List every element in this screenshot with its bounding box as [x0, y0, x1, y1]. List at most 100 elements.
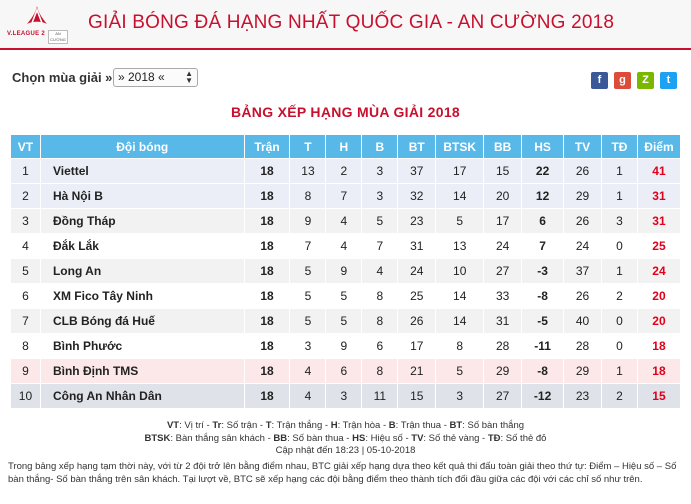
- cell-b: 3: [361, 158, 399, 184]
- table-header-row: VT Đội bóng Trận T H B BT BTSK BB HS TV TĐ Điểm: [10, 134, 682, 159]
- cell-tran: 18: [243, 383, 291, 409]
- legend-value: : Trận hòa: [337, 420, 381, 431]
- cell-btsk: 14: [435, 308, 485, 334]
- table-title: BẢNG XẾP HẠNG MÙA GIẢI 2018: [230, 104, 461, 120]
- twitter-icon: t: [666, 74, 671, 86]
- table-row[interactable]: 6 XM Fico Tây Ninh 18 5 5 8 25 14 33 -8 26 2 20: [10, 283, 682, 309]
- column-header: B: [361, 134, 399, 159]
- table-row[interactable]: 8 Bình Phước 18 3 9 6 17 8 28 -11 28 0 18: [10, 333, 682, 359]
- cell-tran: 18: [243, 358, 291, 384]
- cell-tran: 18: [243, 283, 291, 309]
- table-row[interactable]: 1 Viettel 18 13 2 3 37 17 15 22 26 1 41: [10, 158, 682, 184]
- cell-tran: 18: [243, 158, 291, 184]
- cell-tran: 18: [243, 183, 291, 209]
- column-header: Điểm: [636, 134, 682, 159]
- column-header: HS: [521, 134, 565, 159]
- cell-td: 0: [600, 333, 638, 359]
- cell-team: Long An: [39, 258, 245, 284]
- legend-value: : Trận thắng: [271, 420, 323, 431]
- table-row[interactable]: 9 Bình Định TMS 18 4 6 8 21 5 29 -8 29 1 18: [10, 358, 682, 384]
- table-row[interactable]: 2 Hà Nội B 18 8 7 3 32 14 20 12 29 1 31: [10, 183, 682, 209]
- legend-key: BT: [449, 420, 463, 431]
- cell-b: 8: [361, 358, 399, 384]
- cell-t: 4: [289, 383, 327, 409]
- zing-share-button[interactable]: Z: [637, 72, 654, 89]
- cell-td: 2: [600, 283, 638, 309]
- cell-bb: 31: [483, 308, 523, 334]
- season-select[interactable]: » 2018 « ▲ ▼: [113, 68, 198, 87]
- legend-value: : Vị trí: [179, 420, 204, 431]
- cell-bb: 28: [483, 333, 523, 359]
- ranking-note: Trong bảng xếp hạng tạm thời này, với từ…: [8, 461, 677, 485]
- site-header: V.LEAGUE 2 AN CƯỜNG GIẢI BÓNG ĐÁ HẠNG NH…: [0, 0, 691, 50]
- facebook-share-button[interactable]: f: [591, 72, 608, 89]
- cell-vt: 8: [10, 333, 41, 359]
- cell-team: Viettel: [39, 158, 245, 184]
- cell-vt: 5: [10, 258, 41, 284]
- cell-vt: 10: [10, 383, 41, 409]
- cell-h: 5: [325, 283, 363, 309]
- cell-bb: 27: [483, 258, 523, 284]
- twitter-share-button[interactable]: t: [660, 72, 677, 89]
- table-row[interactable]: 5 Long An 18 5 9 4 24 10 27 -3 37 1 24: [10, 258, 682, 284]
- cell-t: 3: [289, 333, 327, 359]
- sponsor-logo: AN CƯỜNG: [48, 30, 68, 44]
- cell-btsk: 13: [435, 233, 485, 259]
- cell-btsk: 8: [435, 333, 485, 359]
- cell-tv: 40: [563, 308, 602, 334]
- column-header: Đội bóng: [39, 134, 245, 159]
- cell-bt: 17: [397, 333, 437, 359]
- cell-b: 11: [361, 383, 399, 409]
- cell-team: Hà Nội B: [39, 183, 245, 209]
- column-header: VT: [10, 134, 41, 159]
- cell-hs: 12: [521, 183, 565, 209]
- table-row[interactable]: 3 Đồng Tháp 18 9 4 5 23 5 17 6 26 3 31: [10, 208, 682, 234]
- legend-key: TV: [411, 432, 424, 444]
- cell-btsk: 5: [435, 208, 485, 234]
- cell-t: 4: [289, 358, 327, 384]
- table-row[interactable]: 10 Công An Nhân Dân 18 4 3 11 15 3 27 -12 23 2 15: [10, 383, 682, 409]
- cell-bb: 20: [483, 183, 523, 209]
- cell-hs: -5: [521, 308, 565, 334]
- cell-hs: 6: [521, 208, 565, 234]
- cell-bt: 37: [397, 158, 437, 184]
- legend-key: B: [388, 420, 396, 431]
- cell-vt: 7: [10, 308, 41, 334]
- facebook-icon: f: [597, 74, 602, 86]
- cell-diem: 20: [636, 308, 682, 334]
- cell-h: 4: [325, 233, 363, 259]
- cell-t: 9: [289, 208, 327, 234]
- vleague-logo[interactable]: V.LEAGUE 2 AN CƯỜNG: [6, 4, 68, 46]
- cell-t: 5: [289, 283, 327, 309]
- cell-t: 7: [289, 233, 327, 259]
- updated-time: Cập nhật đến 18:23 | 05-10-2018: [275, 445, 416, 456]
- cell-bb: 17: [483, 208, 523, 234]
- cell-td: 2: [600, 383, 638, 409]
- cell-td: 1: [600, 158, 638, 184]
- legend-line-2: BTSK: Bàn thắng sân khách - BB: Số bàn t…: [144, 432, 547, 444]
- cell-bb: 33: [483, 283, 523, 309]
- cell-hs: -3: [521, 258, 565, 284]
- cell-vt: 6: [10, 283, 41, 309]
- cell-tv: 24: [563, 233, 602, 259]
- cell-bt: 26: [397, 308, 437, 334]
- cell-b: 4: [361, 258, 399, 284]
- cell-t: 8: [289, 183, 327, 209]
- cell-t: 13: [289, 158, 327, 184]
- cell-td: 1: [600, 258, 638, 284]
- legend-value: : Số thẻ vàng: [423, 432, 480, 444]
- standings-table: VT Đội bóng Trận T H B BT BTSK BB HS TV TĐ Điểm 1 Vie…: [10, 134, 682, 409]
- legend-key: VT: [166, 420, 180, 431]
- google-plus-share-button[interactable]: g: [614, 72, 631, 89]
- cell-tran: 18: [243, 308, 291, 334]
- table-row[interactable]: 7 CLB Bóng đá Huế 18 5 5 8 26 14 31 -5 40 0 20: [10, 308, 682, 334]
- cell-btsk: 5: [435, 358, 485, 384]
- cell-bt: 25: [397, 283, 437, 309]
- cell-td: 1: [600, 183, 638, 209]
- cell-diem: 41: [636, 158, 682, 184]
- cell-bt: 31: [397, 233, 437, 259]
- cell-tran: 18: [243, 258, 291, 284]
- table-row[interactable]: 4 Đắk Lắk 18 7 4 7 31 13 24 7 24 0 25: [10, 233, 682, 259]
- cell-td: 1: [600, 358, 638, 384]
- site-title: GIẢI BÓNG ĐÁ HẠNG NHẤT QUỐC GIA - AN CƯỜ…: [88, 12, 615, 33]
